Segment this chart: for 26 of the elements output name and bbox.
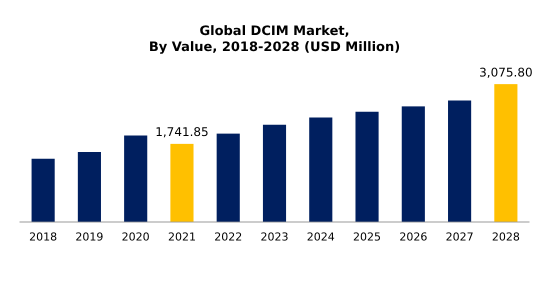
x-tick-label: 2021 xyxy=(168,230,196,244)
x-tick-label: 2022 xyxy=(214,230,242,244)
text: Global DCIM Market, xyxy=(199,24,350,40)
bar xyxy=(78,152,101,222)
x-tick-label: 2024 xyxy=(306,230,335,244)
text: By Value, 2018-2028 (USD Million) xyxy=(148,40,400,55)
bar xyxy=(309,118,332,222)
x-tick-label: 2025 xyxy=(353,230,382,244)
bar xyxy=(216,134,240,222)
x-tick-label: 2026 xyxy=(399,230,428,244)
bar xyxy=(124,135,148,222)
x-tick-label: 2020 xyxy=(122,230,150,244)
data-label: 1,741.85 xyxy=(155,124,209,139)
x-tick-label: 2023 xyxy=(260,230,288,244)
bar xyxy=(448,100,472,222)
data-label: 3,075.80 xyxy=(479,65,533,80)
bar xyxy=(170,144,194,222)
bar xyxy=(262,124,286,222)
bar xyxy=(32,158,55,222)
x-tick-label: 2028 xyxy=(492,230,520,244)
bar xyxy=(402,106,425,222)
bar xyxy=(494,84,518,222)
x-tick-label: 2027 xyxy=(446,230,474,244)
bar xyxy=(355,112,379,222)
x-tick-label: 2019 xyxy=(75,230,104,244)
x-tick-label: 2018 xyxy=(29,230,58,244)
